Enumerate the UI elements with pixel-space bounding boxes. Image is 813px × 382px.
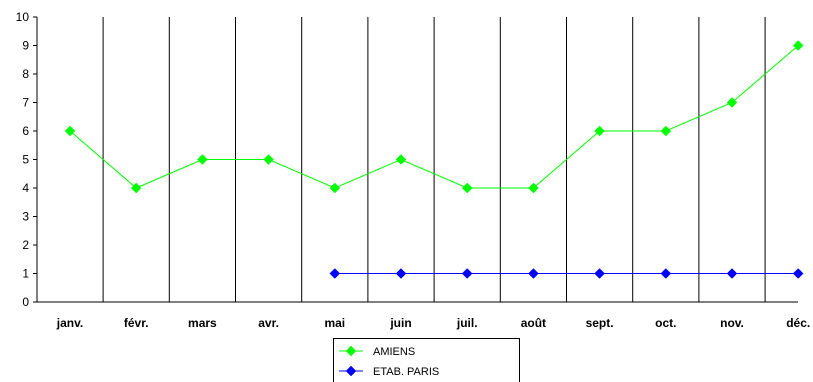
y-tick-label: 5 (22, 153, 29, 167)
series-group (64, 40, 804, 194)
y-tick-labels: 0 1 2 3 4 5 6 7 8 9 10 (16, 10, 30, 309)
grid-lines (102, 17, 766, 302)
data-point-marker (528, 182, 539, 194)
data-point-marker (528, 268, 539, 279)
legend-swatch-marker (345, 365, 357, 377)
legend-label: ETAB. PARIS (373, 366, 439, 378)
data-point-marker (329, 182, 341, 194)
x-tick-label: août (521, 316, 546, 330)
x-tick-label: avr. (258, 316, 279, 330)
series-line (69, 45, 799, 189)
data-point-marker (594, 268, 605, 279)
data-point-marker (660, 268, 672, 279)
data-point-marker (461, 182, 473, 194)
data-point-marker (461, 268, 473, 279)
data-point-marker (263, 154, 274, 165)
series-group (329, 268, 804, 279)
data-point-marker (395, 268, 407, 279)
legend-swatch-marker (345, 345, 357, 357)
legend-box (333, 338, 520, 382)
data-point-marker (792, 268, 804, 279)
legend-label: AMIENS (373, 346, 415, 358)
x-tick-label: févr. (124, 316, 149, 330)
y-tick-label: 2 (22, 238, 29, 252)
data-point-marker (726, 268, 738, 279)
data-point-marker (130, 182, 142, 194)
x-tick-label: nov. (720, 316, 744, 330)
axes (33, 16, 798, 303)
data-point-marker (395, 154, 407, 165)
data-point-marker (64, 125, 76, 137)
data-point-marker (197, 154, 208, 165)
x-tick-label: sept. (586, 316, 614, 330)
y-tick-label: 1 (22, 267, 29, 281)
x-tick-label: oct. (655, 316, 676, 330)
y-tick-label: 4 (22, 181, 29, 195)
x-tick-label: juin (389, 316, 411, 330)
x-tick-label: mars (188, 316, 217, 330)
data-point-marker (594, 125, 605, 137)
y-tick-label: 3 (22, 210, 29, 224)
x-tick-label: juil. (456, 316, 478, 330)
data-point-marker (792, 40, 804, 51)
x-tick-label: déc. (786, 316, 810, 330)
legend: AMIENS ETAB. PARIS (333, 338, 520, 382)
series (64, 40, 804, 279)
y-tick-label: 6 (22, 124, 29, 138)
y-tick-label: 8 (22, 67, 29, 81)
x-tick-label: janv. (56, 316, 83, 330)
data-point-marker (726, 97, 738, 108)
data-point-marker (329, 268, 341, 279)
data-point-marker (660, 125, 672, 137)
x-tick-labels: janv. févr. mars avr. mai juin juil. août sept. o… (56, 316, 810, 330)
y-tick-label: 10 (16, 10, 30, 24)
y-tick-label: 7 (22, 96, 29, 110)
x-tick-label: mai (324, 316, 345, 330)
y-tick-label: 9 (22, 39, 29, 53)
y-tick-label: 0 (22, 295, 29, 309)
